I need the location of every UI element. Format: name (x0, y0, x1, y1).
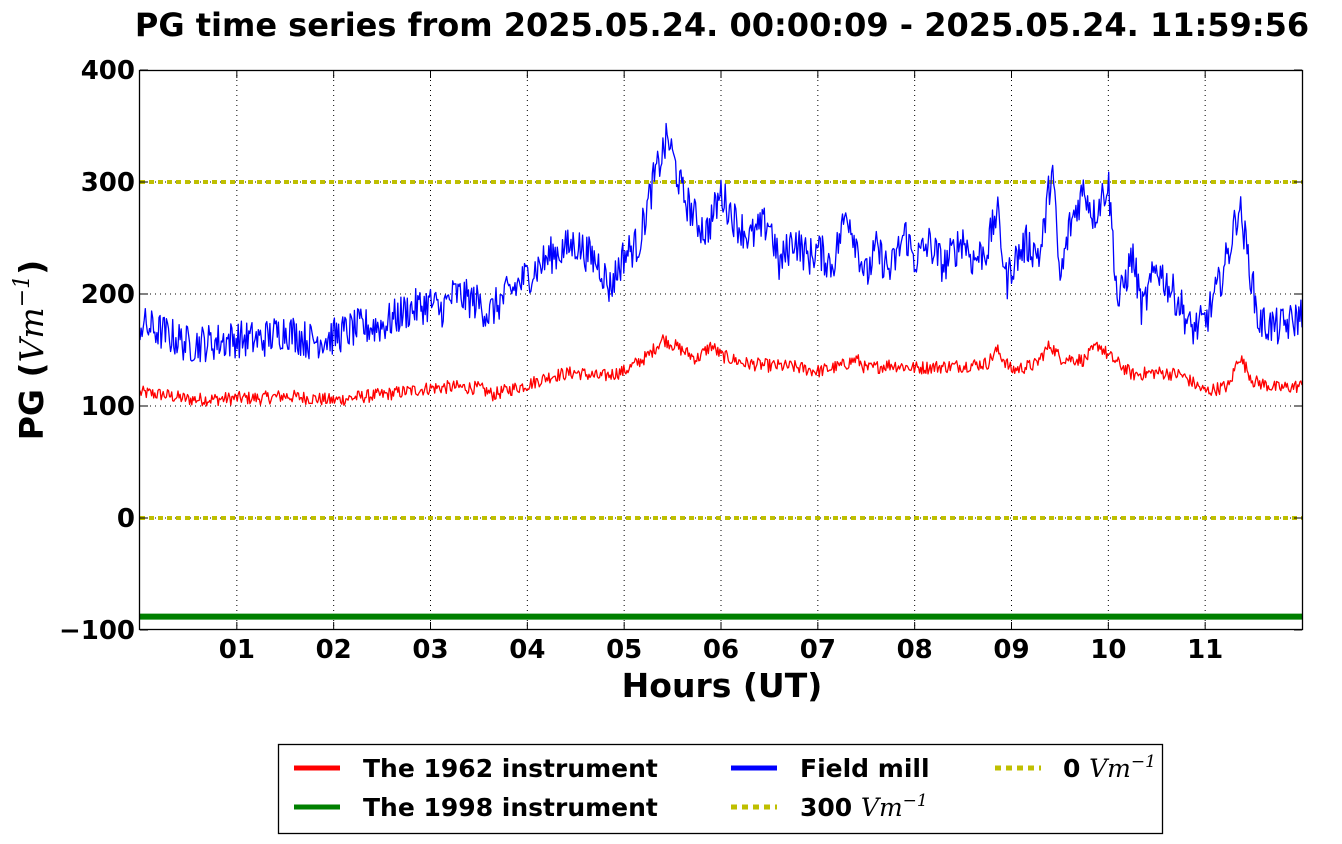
y-tick-label: 0 (117, 504, 135, 534)
x-tick-label: 04 (509, 635, 545, 665)
x-axis-label: Hours (UT) (622, 666, 823, 705)
legend-label-field-mill: Field mill (800, 754, 930, 783)
grid-lines (140, 70, 1302, 630)
x-tick-label: 05 (606, 635, 642, 665)
x-tick-label: 08 (897, 635, 933, 665)
plot-area (139, 122, 1303, 620)
y-tick-label: 100 (81, 392, 135, 422)
legend-box (277, 743, 1164, 835)
legend-label-1962: The 1962 instrument (363, 754, 658, 783)
legend-label-300: 300 Vm−1 (800, 791, 928, 822)
x-tick-label: 01 (219, 635, 255, 665)
y-tick-label: 300 (81, 168, 135, 198)
x-tick-label: 09 (993, 635, 1029, 665)
y-axis-label: PG (Vm−1) (10, 260, 51, 441)
legend-label-0: 0 Vm−1 (1063, 752, 1156, 783)
x-tick-label: 06 (703, 635, 739, 665)
svg-text:PG (Vm−1): PG (Vm−1) (10, 260, 51, 441)
y-axis-label-unit: Vm (12, 307, 51, 362)
legend-label-1998: The 1998 instrument (363, 793, 658, 822)
series-field-mill (139, 122, 1303, 363)
y-axis-label-exponent: −1 (10, 275, 35, 307)
legend: The 1962 instrument The 1998 instrument … (277, 743, 1164, 835)
x-tick-label: 03 (412, 635, 448, 665)
y-axis-label-text: PG ( (12, 362, 51, 440)
y-axis-label-close: ) (12, 260, 51, 275)
x-tick-label: 10 (1090, 635, 1126, 665)
x-tick-label: 02 (316, 635, 352, 665)
series-1962-instrument (139, 334, 1303, 407)
y-tick-label: −100 (59, 616, 135, 646)
y-tick-label: 200 (81, 280, 135, 310)
x-tick-label: 07 (800, 635, 836, 665)
x-tick-label: 11 (1187, 635, 1223, 665)
chart-title: PG time series from 2025.05.24. 00:00:09… (135, 6, 1309, 44)
y-tick-label: 400 (81, 56, 135, 86)
axis-ticks: 01 02 03 04 05 06 07 08 09 10 11 −100 0 100 200 300 400 (59, 56, 1302, 665)
